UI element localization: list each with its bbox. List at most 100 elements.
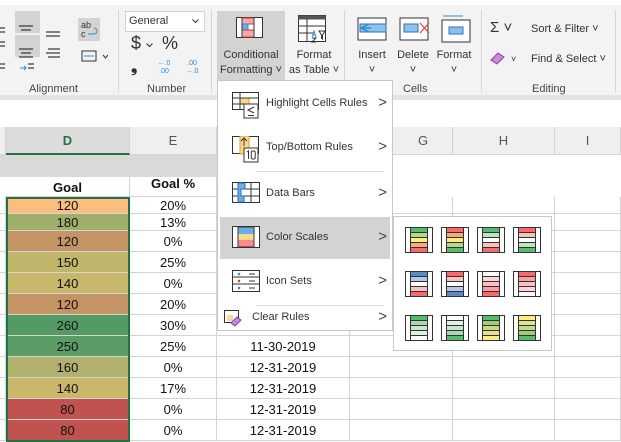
cell-i[interactable] [555,420,621,441]
format-button[interactable]: Format ˅ [434,48,474,78]
cell-date[interactable]: 12-31-2019 [217,357,350,378]
cell-goal[interactable]: 260 [6,315,130,336]
cell-i[interactable] [555,336,621,357]
eraser-icon[interactable] [490,51,506,65]
cell-c[interactable] [0,315,6,336]
wrap-text-button[interactable] [78,18,100,41]
comma-style-button[interactable]: ❟ [131,59,138,76]
cell-i[interactable] [555,315,621,336]
cell-h[interactable] [453,378,555,399]
color-scale-option[interactable] [405,315,433,341]
cell-c[interactable] [0,420,6,441]
menu-item-top-bottom-rules[interactable]: Top/Bottom Rules > [220,127,390,169]
cell-h[interactable] [453,336,555,357]
color-scale-option[interactable] [513,271,541,297]
cell-i[interactable] [555,273,621,294]
cell-h[interactable] [453,399,555,420]
cell-goal-pct[interactable]: 25% [130,336,217,357]
find-select-button[interactable]: Find & Select ˅ [531,53,606,65]
cell-goal[interactable]: 250 [6,336,130,357]
chevron-down-icon[interactable] [146,43,153,48]
autosum-button[interactable]: Σ ˅ [490,19,513,36]
cell-goal[interactable]: 120 [6,197,130,214]
cell-c[interactable] [0,197,6,214]
color-scale-option[interactable] [477,227,505,253]
header-goal[interactable]: Goal [6,177,130,197]
cell-goal-pct[interactable]: 20% [130,197,217,214]
decrease-decimal-button[interactable]: .00 →.0 [185,60,199,75]
format-as-table-button[interactable]: Format as Table ˅ [286,48,342,78]
cell-goal[interactable]: 140 [6,273,130,294]
chevron-down-icon[interactable]: ˅ [511,54,517,64]
header-goal-pct[interactable]: Goal % [130,177,217,197]
cell-i[interactable] [555,378,621,399]
cell-goal-pct[interactable]: 25% [130,252,217,273]
column-header-e[interactable]: E [130,127,217,155]
color-scale-option[interactable] [441,227,469,253]
cell-goal-pct[interactable]: 30% [130,315,217,336]
insert-button[interactable]: Insert ˅ [352,48,392,78]
percent-button[interactable]: % [162,33,179,53]
cell-date[interactable]: 12-31-2019 [217,378,350,399]
alignment-icons[interactable] [0,12,65,77]
cell-i[interactable] [555,399,621,420]
cell-goal-pct[interactable]: 0% [130,420,217,441]
cell-c[interactable] [0,214,6,231]
cell-g[interactable] [350,197,453,214]
cell-date[interactable]: 12-31-2019 [217,399,350,420]
cell-goal-pct[interactable]: 20% [130,294,217,315]
cell-goal-pct[interactable]: 0% [130,273,217,294]
column-header-c[interactable] [0,127,6,155]
menu-item-data-bars[interactable]: Data Bars > [220,173,390,215]
cell-goal-pct[interactable]: 0% [130,399,217,420]
number-format-dropdown[interactable]: General [125,11,205,32]
cell-goal-pct[interactable]: 17% [130,378,217,399]
cell-i[interactable] [555,252,621,273]
color-scale-option[interactable] [441,271,469,297]
cell-c[interactable] [0,273,6,294]
color-scale-option[interactable] [405,271,433,297]
cell-h[interactable] [453,357,555,378]
cell-i[interactable] [555,214,621,231]
color-scale-option[interactable] [477,271,505,297]
align-center-button[interactable] [15,35,40,57]
color-scale-option[interactable] [513,227,541,253]
cell-c[interactable] [0,294,6,315]
cell-goal[interactable]: 150 [6,252,130,273]
cell-i[interactable] [555,357,621,378]
cell-g[interactable] [350,357,453,378]
menu-item-color-scales[interactable]: Color Scales > [220,217,390,259]
cell-c[interactable] [0,252,6,273]
cell-goal-pct[interactable]: 13% [130,214,217,231]
cell-i[interactable] [555,294,621,315]
cell-goal[interactable]: 160 [6,357,130,378]
delete-button[interactable]: Delete ˅ [393,48,433,78]
menu-item-highlight-cells-rules[interactable]: Highlight Cells Rules > [220,83,390,125]
cell-c[interactable] [0,357,6,378]
menu-item-clear-rules[interactable]: Clear Rules > [220,307,390,329]
cell-date[interactable]: 11-30-2019 [217,336,350,357]
cell-goal-pct[interactable]: 0% [130,231,217,252]
cell-date[interactable]: 12-31-2019 [217,420,350,441]
format-as-table-icon[interactable] [298,15,328,45]
cell-g[interactable] [350,399,453,420]
cell-h[interactable] [453,420,555,441]
cell-i[interactable] [555,197,621,214]
sort-filter-button[interactable]: Sort & Filter ˅ [531,23,599,35]
cell-goal[interactable]: 80 [6,420,130,441]
color-scale-option[interactable] [441,315,469,341]
align-middle-button[interactable] [15,11,40,33]
cell-i[interactable] [555,231,621,252]
cell-g[interactable] [350,378,453,399]
column-header-h[interactable]: H [453,127,555,155]
cell-goal[interactable]: 120 [6,294,130,315]
currency-button[interactable]: $ [131,33,142,53]
cell-c[interactable] [0,231,6,252]
column-header-i[interactable]: I [555,127,621,155]
cell-c[interactable] [0,399,6,420]
cell-goal-pct[interactable]: 0% [130,357,217,378]
color-scale-option[interactable] [405,227,433,253]
increase-decimal-button[interactable]: ←.0 .00 [157,60,171,75]
cell-c[interactable] [0,378,6,399]
cell-g[interactable] [350,420,453,441]
